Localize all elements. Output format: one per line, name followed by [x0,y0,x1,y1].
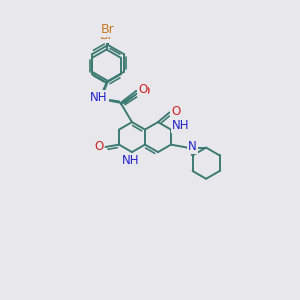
Text: O: O [138,83,147,96]
Text: Br: Br [101,23,115,36]
Text: NH: NH [122,154,139,167]
Text: NH: NH [90,91,108,104]
Text: Br: Br [100,28,113,42]
Text: O: O [94,140,104,154]
Text: O: O [140,85,149,98]
Text: N: N [188,140,197,153]
Text: O: O [171,105,181,118]
Text: NH: NH [172,119,189,133]
Text: NH: NH [88,92,106,105]
